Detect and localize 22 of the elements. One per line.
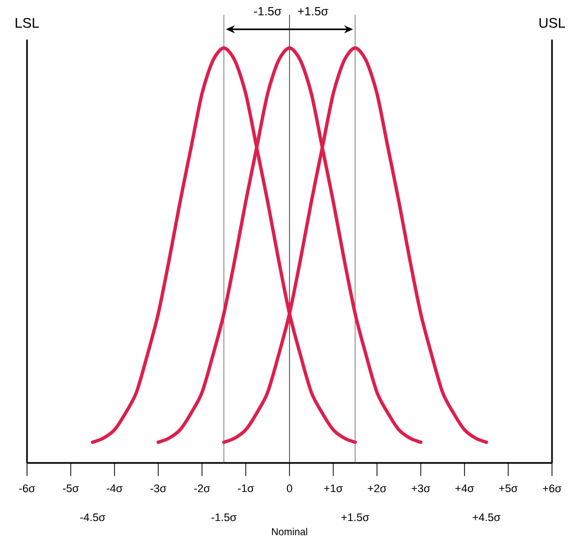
text: +1.5σ: [298, 7, 328, 16]
x-tick-label: -4σ: [106, 484, 123, 492]
x-tick-label: +2σ: [368, 484, 386, 492]
text: -1.5σ: [212, 514, 237, 522]
x-tick-label: -3σ: [150, 484, 166, 492]
ref-line-label: USL: [540, 18, 566, 28]
x-tick-label: +5σ: [499, 484, 518, 492]
text: -1.5σ: [254, 7, 282, 16]
x-tick-label: +1σ: [324, 484, 343, 492]
text: +1.5σ: [341, 514, 370, 522]
x-tick-label: -2σ: [194, 484, 210, 492]
x-tick-label: +3σ: [412, 484, 430, 492]
x-tick-label: +4σ: [455, 484, 474, 492]
text: +4.5σ: [472, 514, 500, 522]
x-tick-label: 0: [286, 484, 292, 492]
ref-line-label: LSL: [16, 18, 39, 28]
x-tick-label: -6σ: [19, 484, 36, 492]
text: Nominal: [272, 528, 308, 536]
x-tick-label: -1σ: [238, 484, 254, 492]
x-tick-label: -5σ: [62, 484, 79, 492]
x-tick-label: +6σ: [542, 484, 562, 492]
text: -4.5σ: [80, 514, 106, 522]
